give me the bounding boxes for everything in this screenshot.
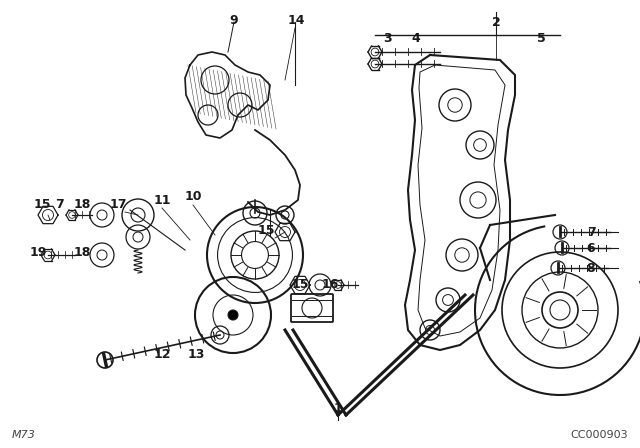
Text: 4: 4 [412,31,420,44]
Text: 10: 10 [184,190,202,202]
Text: 17: 17 [109,198,127,211]
Text: 1: 1 [333,401,342,414]
Text: 15: 15 [291,279,308,292]
Text: 14: 14 [287,13,305,26]
Text: 15: 15 [33,198,51,211]
Text: 12: 12 [153,349,171,362]
Text: 11: 11 [153,194,171,207]
Text: 18: 18 [74,246,91,259]
Text: 19: 19 [29,246,47,259]
Text: 5: 5 [536,31,545,44]
Text: CC000903: CC000903 [570,430,628,440]
Text: 2: 2 [492,16,500,29]
Text: M73: M73 [12,430,36,440]
Text: 9: 9 [230,13,238,26]
Text: 7: 7 [56,198,65,211]
Text: 13: 13 [188,349,205,362]
Text: 8: 8 [587,262,595,275]
Text: 18: 18 [74,198,91,211]
Text: 3: 3 [384,31,392,44]
Circle shape [228,310,238,320]
Text: 15: 15 [257,224,275,237]
Text: 6: 6 [587,241,595,254]
Text: 7: 7 [587,225,595,238]
Text: 16: 16 [321,279,339,292]
